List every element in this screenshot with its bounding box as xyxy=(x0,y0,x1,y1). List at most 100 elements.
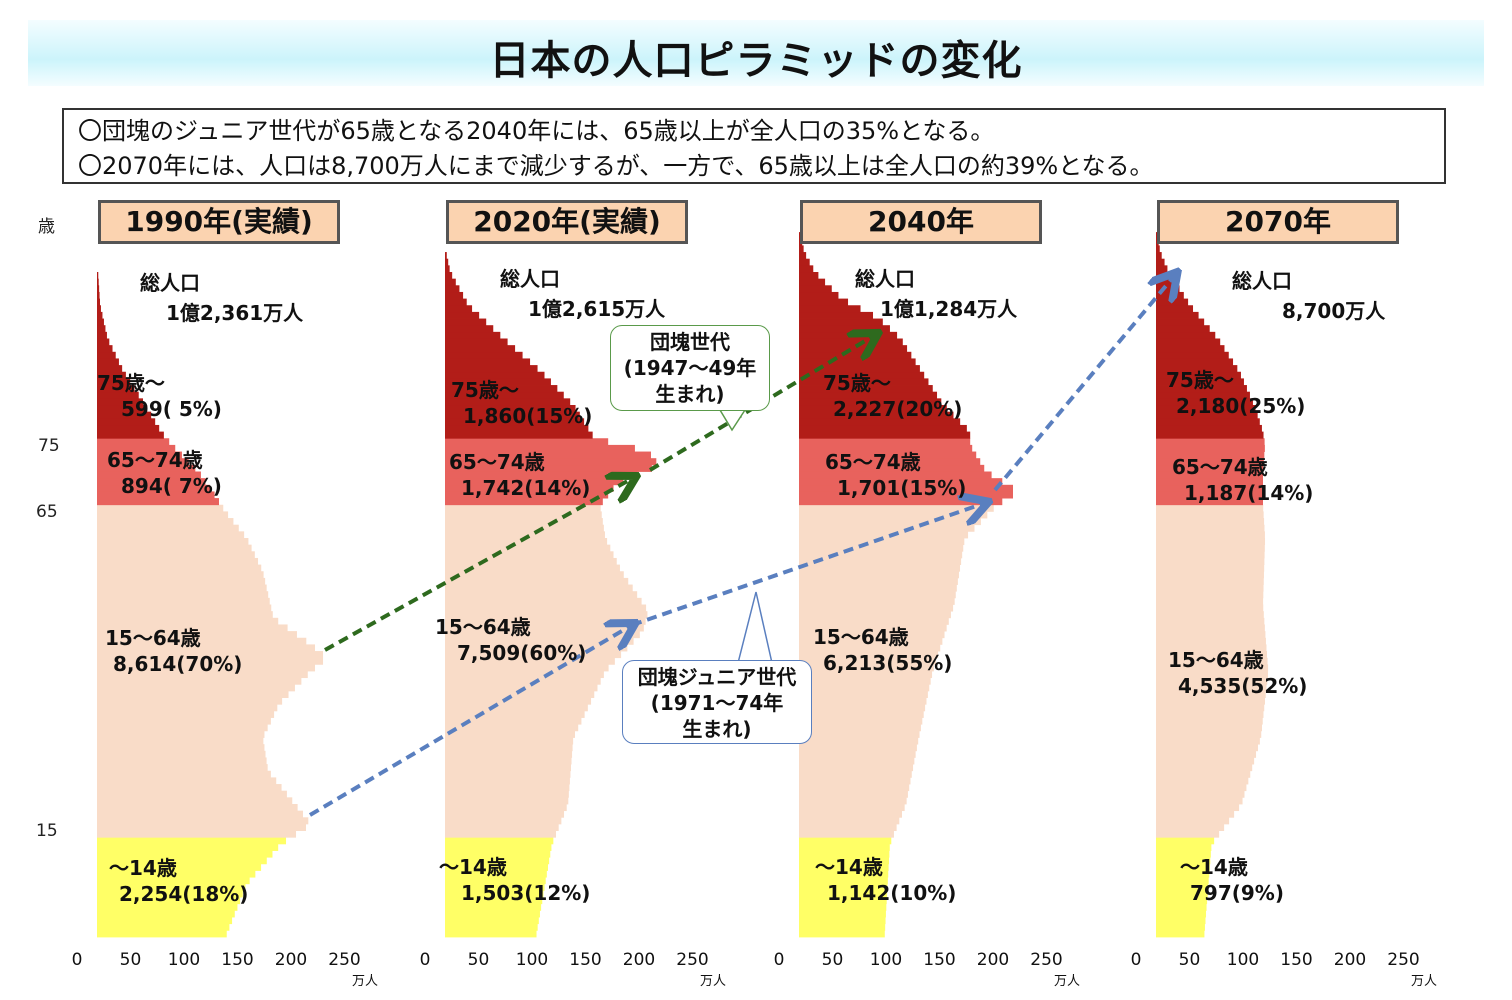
age-bar-86 xyxy=(97,358,119,366)
age-bar-18 xyxy=(445,810,565,818)
age-bar-54 xyxy=(97,571,264,579)
age-bar-40 xyxy=(1156,664,1269,672)
age-bar-15 xyxy=(97,830,297,838)
age-bar-93 xyxy=(97,311,103,319)
age-bar-25 xyxy=(445,764,571,772)
age-bar-26 xyxy=(1156,757,1255,765)
age-bar-61 xyxy=(445,524,604,532)
age-bar-43 xyxy=(1156,644,1267,652)
age-bar-78 xyxy=(445,411,580,419)
cohort-arrow xyxy=(308,625,632,817)
cohort-arrow xyxy=(993,275,1175,492)
age-bar-69 xyxy=(1156,471,1263,479)
total-value: 8,700万人 xyxy=(1282,299,1386,323)
age-bar-56 xyxy=(799,557,962,565)
age-bar-73 xyxy=(445,444,635,452)
age-bar-6 xyxy=(1156,890,1208,898)
age-bar-47 xyxy=(1156,617,1265,625)
age-bar-96 xyxy=(97,291,100,299)
y-tick-15: 15 xyxy=(36,821,58,841)
age-bar-12 xyxy=(445,850,551,858)
age-bar-67 xyxy=(445,484,614,492)
age-bar-50 xyxy=(799,597,955,605)
group-label: 65～74歳 xyxy=(825,450,921,474)
age-bar-32 xyxy=(445,717,582,725)
age-bar-55 xyxy=(1156,564,1265,572)
summary-line-1: 〇団塊のジュニア世代が65歳となる2040年には、65歳以上が全人口の35%とな… xyxy=(78,117,995,145)
age-bar-24 xyxy=(799,770,912,778)
age-bar-55 xyxy=(97,564,262,572)
age-bar-70 xyxy=(97,464,196,472)
year-title: 2040年 xyxy=(800,200,1042,244)
age-bar-60 xyxy=(799,531,969,539)
age-bar-30 xyxy=(445,730,576,738)
age-bar-33 xyxy=(445,710,585,718)
pyramid-0 xyxy=(97,272,324,938)
age-bar-14 xyxy=(1156,837,1215,845)
age-bar-55 xyxy=(445,564,620,572)
x-tick: 0 xyxy=(71,950,83,970)
age-bar-53 xyxy=(1156,577,1264,585)
summary-line-2: 〇2070年には、人口は8,700万人にまで減少するが、一方で、65歳以上は全人… xyxy=(78,152,1154,180)
age-bar-91 xyxy=(799,325,890,333)
age-bar-31 xyxy=(1156,724,1262,732)
age-bar-88 xyxy=(1156,345,1225,353)
age-bar-75 xyxy=(97,431,164,439)
age-bar-3 xyxy=(97,910,235,918)
group-label: 15～64歳 xyxy=(813,625,909,649)
age-bar-45 xyxy=(97,631,297,639)
total-value: 1億2,615万人 xyxy=(528,297,666,321)
age-bar-66 xyxy=(97,491,215,499)
age-bar-64 xyxy=(1156,504,1264,512)
age-bar-88 xyxy=(799,345,908,353)
age-bar-18 xyxy=(97,810,303,818)
age-bar-78 xyxy=(97,411,152,419)
age-bar-83 xyxy=(799,378,929,386)
age-bar-19 xyxy=(445,804,567,812)
age-bar-40 xyxy=(97,664,316,672)
age-bar-97 xyxy=(799,285,832,293)
age-bar-91 xyxy=(1156,325,1210,333)
age-bar-31 xyxy=(445,724,579,732)
age-bar-19 xyxy=(799,804,905,812)
age-bar-19 xyxy=(1156,804,1240,812)
x-tick: 50 xyxy=(467,950,490,970)
age-bar-101 xyxy=(1156,258,1165,266)
age-bar-63 xyxy=(97,511,229,519)
age-bar-35 xyxy=(97,697,283,705)
age-bar-105 xyxy=(799,232,801,240)
age-bar-66 xyxy=(1156,491,1263,499)
age-bar-61 xyxy=(1156,524,1265,532)
age-bar-6 xyxy=(799,890,888,898)
x-tick: 250 xyxy=(328,950,361,970)
age-bar-10 xyxy=(97,863,262,871)
age-bar-4 xyxy=(445,903,542,911)
age-bar-70 xyxy=(445,464,652,472)
age-bar-51 xyxy=(1156,591,1264,599)
age-bar-63 xyxy=(799,511,988,519)
x-unit-label: 万人 xyxy=(1411,974,1438,989)
age-bar-44 xyxy=(445,637,634,645)
age-bar-30 xyxy=(97,730,265,738)
group-label: ～14歳 xyxy=(1180,855,1248,879)
age-bar-94 xyxy=(445,305,473,313)
age-bar-9 xyxy=(1156,870,1210,878)
age-bar-80 xyxy=(799,398,942,406)
age-bar-35 xyxy=(799,697,927,705)
x-unit-label: 万人 xyxy=(700,974,727,989)
x-tick: 50 xyxy=(119,950,142,970)
age-bar-13 xyxy=(445,843,552,851)
group-value: 6,213(55%) xyxy=(823,651,953,675)
x-tick: 150 xyxy=(923,950,956,970)
age-bar-34 xyxy=(445,704,588,712)
age-bar-27 xyxy=(1156,750,1257,758)
age-bar-7 xyxy=(1156,883,1209,891)
age-bar-41 xyxy=(799,657,936,665)
age-bar-48 xyxy=(1156,611,1264,619)
group-value: 1,701(15%) xyxy=(837,476,967,500)
age-bar-73 xyxy=(799,444,973,452)
age-bar-95 xyxy=(445,298,467,306)
age-bar-99 xyxy=(799,272,819,280)
age-bar-96 xyxy=(799,291,839,299)
age-bar-49 xyxy=(97,604,272,612)
